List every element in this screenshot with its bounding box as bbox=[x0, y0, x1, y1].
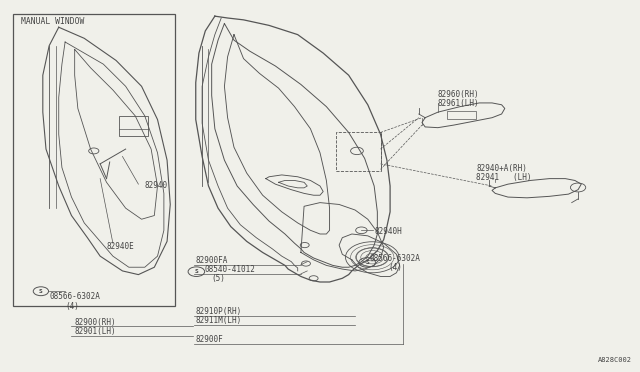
Text: (4): (4) bbox=[388, 263, 402, 272]
Text: (5): (5) bbox=[212, 274, 225, 283]
Text: S: S bbox=[195, 269, 198, 274]
Text: 82940E: 82940E bbox=[106, 242, 134, 251]
Text: MANUAL WINDOW: MANUAL WINDOW bbox=[20, 17, 84, 26]
Bar bbox=[119, 116, 148, 136]
Text: 82940H: 82940H bbox=[374, 227, 402, 236]
Text: 82960(RH): 82960(RH) bbox=[438, 90, 479, 99]
Text: 82940: 82940 bbox=[145, 181, 168, 190]
Bar bbox=[336, 132, 381, 171]
Text: 82900F: 82900F bbox=[196, 335, 223, 344]
Text: 08566-6302A: 08566-6302A bbox=[49, 292, 100, 301]
Text: 08566-6302A: 08566-6302A bbox=[369, 254, 420, 263]
Text: 82941   (LH): 82941 (LH) bbox=[476, 173, 532, 182]
Bar bbox=[447, 111, 476, 119]
Text: 82901(LH): 82901(LH) bbox=[75, 327, 116, 336]
Text: S: S bbox=[365, 260, 369, 265]
Text: 82900FA: 82900FA bbox=[196, 256, 228, 265]
Text: 82910P(RH): 82910P(RH) bbox=[196, 307, 242, 316]
Text: 82911M(LH): 82911M(LH) bbox=[196, 316, 242, 326]
Text: S: S bbox=[39, 289, 43, 294]
Text: 08540-41012: 08540-41012 bbox=[204, 265, 255, 274]
Bar bbox=[13, 14, 175, 306]
Text: 82900(RH): 82900(RH) bbox=[75, 318, 116, 327]
Text: A828C002: A828C002 bbox=[598, 357, 632, 363]
Text: 82940+A(RH): 82940+A(RH) bbox=[476, 164, 527, 173]
Text: 82961(LH): 82961(LH) bbox=[438, 99, 479, 108]
Text: (4): (4) bbox=[65, 302, 79, 311]
